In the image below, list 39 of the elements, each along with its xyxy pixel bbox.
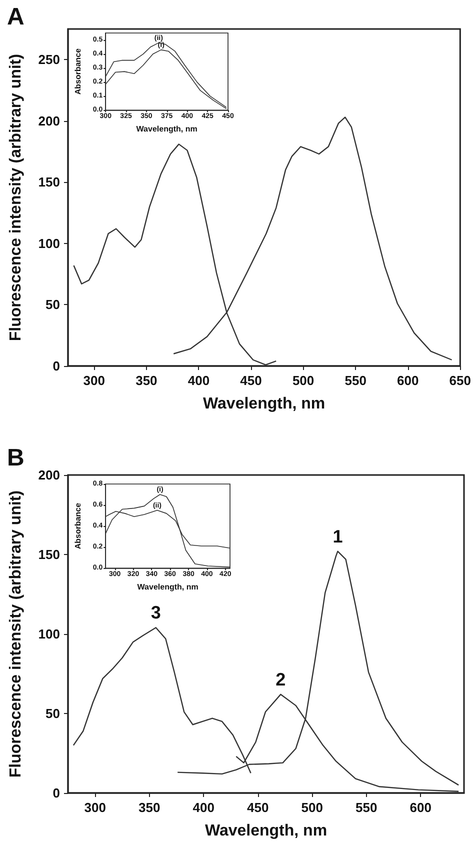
x-tick-label: 500 [301,800,323,815]
x-tick-label: 500 [292,373,314,388]
x-tick-label: 550 [356,800,378,815]
y-tick-label: 250 [38,52,60,68]
x-tick-label: 450 [240,373,262,388]
y-axis-title: Absorbance [74,502,82,550]
y-tick-label: 100 [38,626,60,642]
x-axis-title: Wavelength, nm [203,396,326,412]
x-axis-title: Wavelength, nm [136,124,198,134]
x-tick-label: 400 [188,373,210,388]
y-tick-label: 50 [46,706,60,721]
y-tick-label: 200 [38,113,60,128]
y-axis-title: Absorbance [74,48,82,95]
x-tick-label: 650 [449,373,472,388]
x-tick-label: 350 [138,800,160,815]
chart-title: B [7,444,24,472]
x-tick-label: 350 [136,373,158,388]
x-tick-label: 400 [192,800,214,815]
series-label: 2 [276,669,286,690]
x-tick-label: 550 [344,373,366,388]
x-tick-label: 600 [410,800,432,815]
y-tick-label: 100 [38,236,60,251]
x-tick-label: 450 [247,800,269,815]
chart-title: A [7,4,24,30]
x-tick-label: 300 [83,373,105,388]
y-axis-title: Fluorescence intensity (arbitrary unit) [8,54,24,342]
x-axis-title: Wavelength, nm [204,822,328,840]
y-tick-label: 50 [46,297,60,312]
x-tick-label: 300 [84,800,106,815]
y-tick-label: 200 [38,468,60,482]
y-tick-label: 150 [38,174,60,190]
y-tick-label: 0 [52,786,60,800]
series-label: 3 [150,602,161,623]
series-label: 1 [332,526,343,546]
x-tick-label: 600 [397,373,419,388]
y-tick-label: 0 [52,358,60,374]
x-axis-title: Wavelength, nm [137,582,198,592]
y-axis-title: Fluorescence intensity (arbitrary unit) [8,490,24,778]
y-tick-label: 150 [38,547,60,562]
